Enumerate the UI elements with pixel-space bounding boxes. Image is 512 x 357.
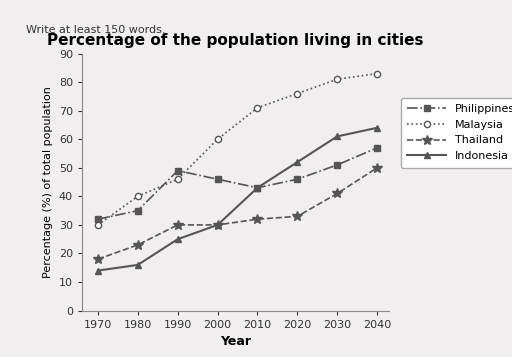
Indonesia: [175, 237, 181, 241]
Y-axis label: Percentage (%) of total population: Percentage (%) of total population: [43, 86, 53, 278]
Legend: Philippines, Malaysia, Thailand, Indonesia: Philippines, Malaysia, Thailand, Indones…: [401, 98, 512, 168]
Philippines: [175, 169, 181, 173]
Philippines: [374, 146, 380, 150]
Line: Malaysia: Malaysia: [95, 70, 380, 228]
Indonesia: [334, 134, 340, 139]
Thailand: [334, 191, 340, 196]
Thailand: [215, 223, 221, 227]
Title: Percentage of the population living in cities: Percentage of the population living in c…: [47, 33, 424, 48]
Thailand: [254, 217, 261, 221]
X-axis label: Year: Year: [220, 335, 251, 348]
Malaysia: [135, 194, 141, 198]
Line: Philippines: Philippines: [95, 145, 380, 222]
Malaysia: [215, 137, 221, 141]
Indonesia: [374, 126, 380, 130]
Philippines: [294, 177, 301, 181]
Malaysia: [294, 91, 301, 96]
Thailand: [135, 243, 141, 247]
Thailand: [95, 257, 101, 261]
Indonesia: [135, 263, 141, 267]
Text: Write at least 150 words.: Write at least 150 words.: [26, 25, 165, 35]
Philippines: [334, 163, 340, 167]
Thailand: [294, 214, 301, 218]
Malaysia: [254, 106, 261, 110]
Malaysia: [334, 77, 340, 81]
Indonesia: [294, 160, 301, 164]
Indonesia: [215, 223, 221, 227]
Indonesia: [95, 268, 101, 273]
Philippines: [215, 177, 221, 181]
Thailand: [175, 223, 181, 227]
Philippines: [95, 217, 101, 221]
Philippines: [135, 208, 141, 213]
Line: Indonesia: Indonesia: [94, 124, 380, 274]
Indonesia: [254, 186, 261, 190]
Thailand: [374, 166, 380, 170]
Malaysia: [374, 71, 380, 76]
Philippines: [254, 186, 261, 190]
Line: Thailand: Thailand: [93, 163, 382, 264]
Malaysia: [95, 223, 101, 227]
Malaysia: [175, 177, 181, 181]
